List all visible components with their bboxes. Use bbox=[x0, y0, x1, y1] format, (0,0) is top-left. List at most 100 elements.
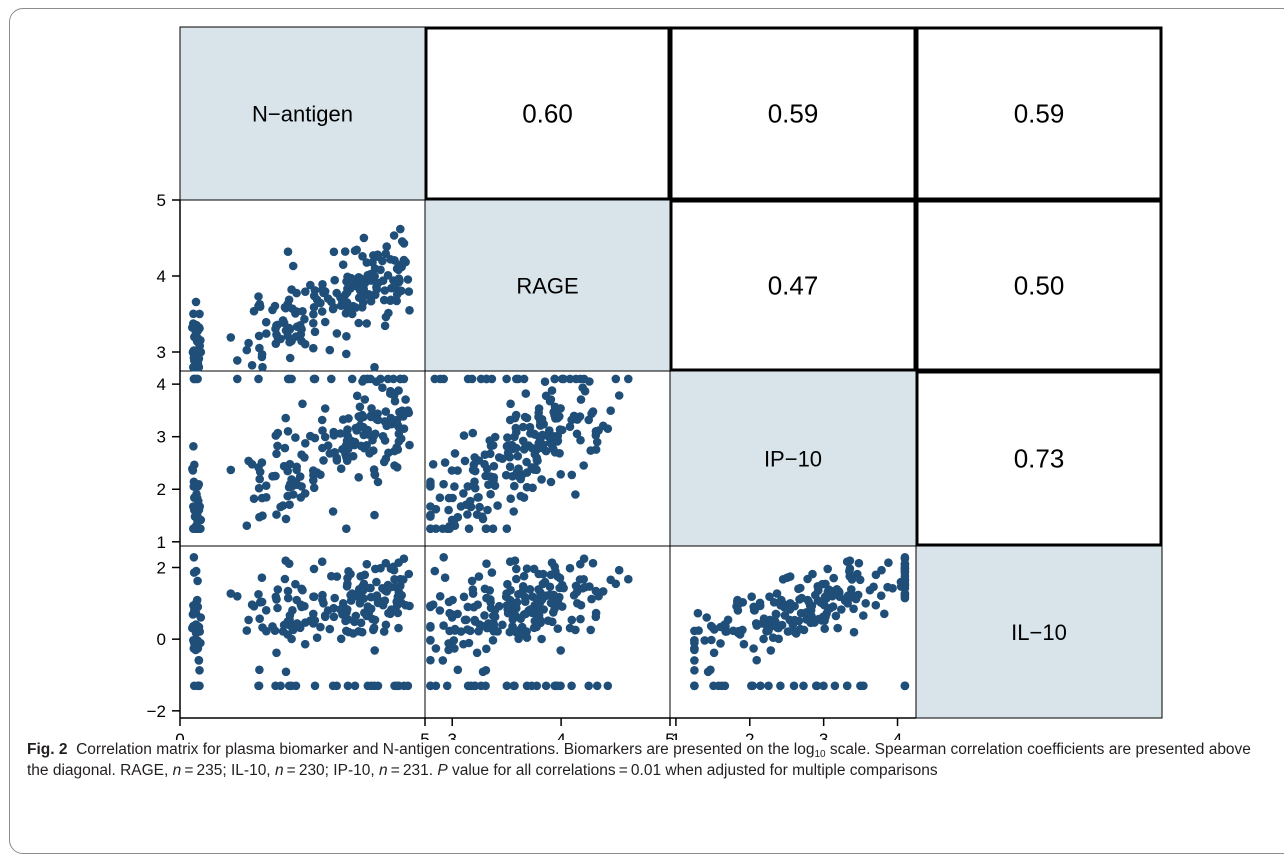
data-point bbox=[549, 608, 558, 617]
data-point bbox=[460, 456, 470, 466]
data-point bbox=[285, 500, 294, 510]
data-point bbox=[338, 260, 348, 270]
data-point bbox=[470, 453, 480, 462]
data-point bbox=[343, 615, 353, 624]
data-point bbox=[233, 592, 242, 601]
data-point bbox=[537, 443, 547, 453]
data-point bbox=[283, 247, 293, 256]
data-point bbox=[473, 493, 483, 502]
data-point bbox=[310, 327, 320, 337]
data-point bbox=[271, 681, 280, 691]
data-point bbox=[329, 247, 339, 257]
data-point bbox=[399, 374, 409, 384]
data-point bbox=[394, 587, 404, 597]
data-point bbox=[404, 408, 414, 418]
data-point bbox=[188, 466, 198, 475]
data-point bbox=[861, 599, 870, 608]
data-point bbox=[394, 623, 403, 633]
data-point bbox=[521, 443, 530, 452]
data-point bbox=[405, 306, 414, 315]
data-point bbox=[468, 465, 478, 475]
data-point bbox=[323, 294, 333, 303]
data-point bbox=[255, 665, 264, 675]
data-point bbox=[369, 274, 379, 283]
data-point bbox=[273, 428, 283, 438]
correlation-cell bbox=[669, 26, 917, 201]
data-point bbox=[474, 572, 484, 581]
data-point bbox=[820, 624, 829, 633]
data-point bbox=[279, 620, 289, 630]
data-point bbox=[463, 681, 473, 691]
data-point bbox=[557, 602, 567, 611]
data-point bbox=[255, 474, 264, 484]
data-point bbox=[378, 383, 387, 393]
data-point bbox=[336, 301, 346, 311]
y-tick-label: 2 bbox=[157, 559, 166, 578]
data-point bbox=[403, 275, 413, 284]
data-point bbox=[366, 296, 376, 306]
correlation-matrix-chart: N−antigen RAGE IP−10 IL−10 0.60 0.59 0.59 0.47 0… bbox=[147, 26, 1163, 740]
data-point bbox=[378, 256, 387, 266]
data-point bbox=[233, 374, 242, 384]
data-point bbox=[448, 493, 457, 503]
data-point bbox=[884, 558, 893, 567]
data-point bbox=[707, 635, 716, 645]
data-point bbox=[226, 589, 236, 598]
data-point bbox=[258, 362, 267, 372]
diagonal-label: IP−10 bbox=[764, 447, 822, 472]
correlation-cell bbox=[915, 370, 1163, 547]
data-point bbox=[317, 307, 327, 316]
x-tick-label: 1 bbox=[671, 730, 680, 740]
data-point bbox=[467, 374, 477, 384]
data-point bbox=[481, 471, 490, 481]
data-point bbox=[281, 413, 291, 423]
data-point bbox=[490, 481, 500, 491]
data-point bbox=[483, 505, 492, 515]
data-point bbox=[373, 477, 383, 487]
data-point bbox=[358, 377, 367, 386]
data-point bbox=[833, 586, 842, 595]
data-point bbox=[226, 465, 236, 475]
data-point bbox=[404, 569, 414, 579]
data-point bbox=[490, 432, 500, 442]
data-point bbox=[306, 280, 315, 290]
data-point bbox=[845, 564, 855, 573]
data-point bbox=[537, 634, 546, 644]
data-point bbox=[488, 636, 498, 645]
data-point bbox=[285, 353, 295, 363]
data-point bbox=[480, 584, 490, 594]
data-point bbox=[489, 620, 499, 630]
x-tick-label: 4 bbox=[556, 730, 565, 740]
data-point bbox=[796, 583, 805, 593]
data-point bbox=[475, 502, 484, 512]
data-point bbox=[450, 482, 459, 491]
data-point bbox=[195, 666, 204, 675]
data-point bbox=[189, 442, 198, 451]
data-point bbox=[284, 559, 294, 568]
data-point bbox=[772, 589, 782, 598]
data-point bbox=[603, 681, 613, 691]
data-point bbox=[447, 610, 457, 619]
data-point bbox=[624, 374, 633, 384]
data-point bbox=[450, 626, 460, 635]
data-point bbox=[900, 576, 910, 586]
data-point bbox=[190, 635, 200, 645]
data-point bbox=[550, 402, 560, 412]
data-point bbox=[272, 510, 281, 519]
data-point bbox=[193, 681, 202, 691]
data-point bbox=[291, 579, 300, 589]
data-point bbox=[191, 297, 201, 307]
data-point bbox=[300, 453, 309, 462]
data-point bbox=[470, 681, 480, 691]
data-point bbox=[316, 298, 325, 308]
data-point bbox=[690, 666, 699, 675]
y-axis: 1 2 3 4 bbox=[157, 371, 181, 552]
data-point bbox=[833, 623, 842, 633]
data-point bbox=[489, 461, 499, 471]
data-point bbox=[803, 574, 812, 584]
data-point bbox=[283, 593, 293, 603]
data-point bbox=[393, 608, 403, 618]
data-point bbox=[193, 326, 202, 336]
data-point bbox=[360, 443, 369, 453]
data-point bbox=[309, 303, 319, 312]
